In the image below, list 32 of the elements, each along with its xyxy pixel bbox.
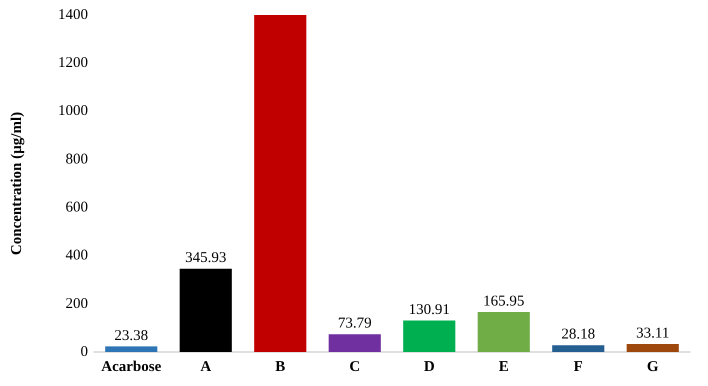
x-tick-label: D <box>424 358 435 375</box>
bar <box>180 268 232 352</box>
y-tick-label: 1200 <box>58 55 88 72</box>
x-tick-label: A <box>200 358 212 375</box>
x-tick-label: G <box>646 358 659 375</box>
bar <box>478 312 530 352</box>
y-tick-label: 1000 <box>58 103 88 120</box>
x-tick-label: Acarbose <box>101 358 162 375</box>
data-label: 73.79 <box>338 316 372 332</box>
x-tick-label: E <box>498 358 509 375</box>
bar <box>626 344 679 352</box>
data-label: 345.93 <box>185 250 226 266</box>
y-tick-label: 0 <box>80 344 88 360</box>
y-tick-label: 400 <box>66 248 88 264</box>
bar <box>105 346 158 352</box>
data-label: 130.91 <box>408 302 450 318</box>
bar <box>328 334 381 352</box>
data-label: 33.11 <box>636 325 670 342</box>
y-tick-label: 800 <box>66 151 88 168</box>
x-tick-label: B <box>275 358 286 375</box>
data-label: 23.38 <box>114 328 148 344</box>
y-tick-label: 200 <box>66 296 88 312</box>
bar <box>552 345 604 352</box>
data-label: 28.18 <box>561 326 596 343</box>
y-tick-label: 1400 <box>58 6 88 23</box>
x-tick-label: C <box>349 358 360 375</box>
bar <box>403 320 456 352</box>
y-axis-title: Concentration (µg/ml) <box>8 112 25 256</box>
y-tick-label: 600 <box>66 200 88 216</box>
bar <box>254 15 306 352</box>
x-tick-label: F <box>574 358 583 375</box>
data-label: 165.95 <box>483 293 524 310</box>
